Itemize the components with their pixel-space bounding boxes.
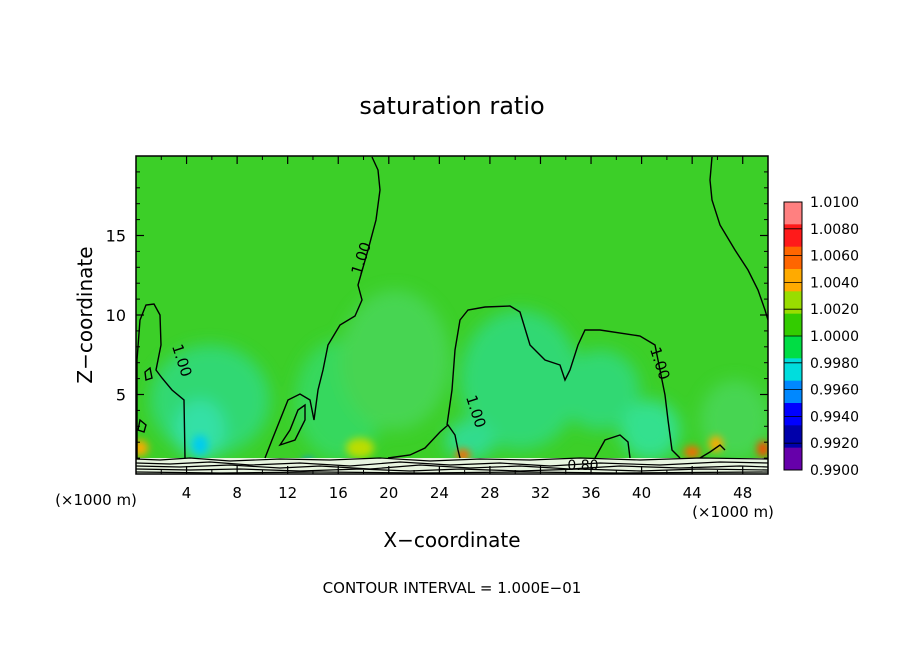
x-tick-label: 20	[379, 484, 398, 502]
colorbar-swatch	[784, 269, 802, 292]
y-tick-label: 10	[106, 306, 126, 325]
colorbar-label: 0.9980	[810, 356, 859, 372]
colorbar-swatch	[784, 380, 802, 404]
colorbar-label: 0.9900	[810, 463, 859, 479]
y-tick-label: 15	[106, 227, 126, 246]
y-axis-label: Z−coordinate	[73, 246, 97, 383]
x-tick-label: 8	[232, 484, 242, 502]
x-tick-label: 12	[278, 484, 297, 502]
y-tick-label: 5	[116, 386, 126, 405]
surface-contours	[136, 457, 768, 474]
x-tick-label: 44	[683, 484, 702, 502]
x-axis: 4 8 12 16 20 24 28 32 36 40 44 48	[160, 156, 752, 502]
colorbar-swatch	[784, 336, 802, 359]
colorbar-swatch	[784, 224, 802, 248]
colorbar-swatch	[784, 425, 802, 449]
contour-label: 0.80	[567, 458, 598, 474]
colorbar-label: 1.0040	[810, 275, 859, 291]
x-tick-label: 36	[581, 484, 600, 502]
y-axis: 5 10 15	[106, 171, 768, 459]
colorbar-swatch	[784, 202, 802, 225]
colorbar-label: 1.0020	[810, 302, 859, 318]
colorbar-label: 0.9960	[810, 383, 859, 399]
plot-area	[136, 156, 768, 474]
colorbar-label: 1.0000	[810, 329, 859, 345]
x-tick-label: 4	[182, 484, 192, 502]
x-unit-left: (×1000 m)	[55, 491, 137, 509]
colorbar-swatch	[784, 291, 802, 315]
colorbar: 1.0100 1.0080 1.0060 1.0040 1.0020 1.0000 0.99…	[783, 195, 859, 479]
x-tick-label: 40	[632, 484, 651, 502]
colorbar-swatch	[784, 447, 802, 471]
x-tick-label: 32	[531, 484, 550, 502]
x-unit-right: (×1000 m)	[692, 503, 774, 521]
colorbar-label: 0.9920	[810, 436, 859, 452]
colorbar-label: 0.9940	[810, 409, 859, 425]
x-tick-label: 16	[329, 484, 348, 502]
colorbar-swatch	[784, 403, 802, 426]
x-tick-label: 28	[480, 484, 499, 502]
x-tick-label: 24	[430, 484, 449, 502]
x-axis-label: X−coordinate	[383, 528, 520, 552]
colorbar-swatch	[784, 358, 802, 382]
colorbar-label: 1.0060	[810, 249, 859, 265]
colorbar-swatch	[784, 313, 802, 337]
colorbar-label: 1.0100	[810, 195, 859, 211]
x-tick-label: 48	[733, 484, 752, 502]
colorbar-swatch	[784, 246, 802, 270]
contour-interval-note: CONTOUR INTERVAL = 1.000E−01	[323, 579, 582, 597]
chart-title: saturation ratio	[359, 92, 544, 120]
colorbar-label: 1.0080	[810, 222, 859, 238]
